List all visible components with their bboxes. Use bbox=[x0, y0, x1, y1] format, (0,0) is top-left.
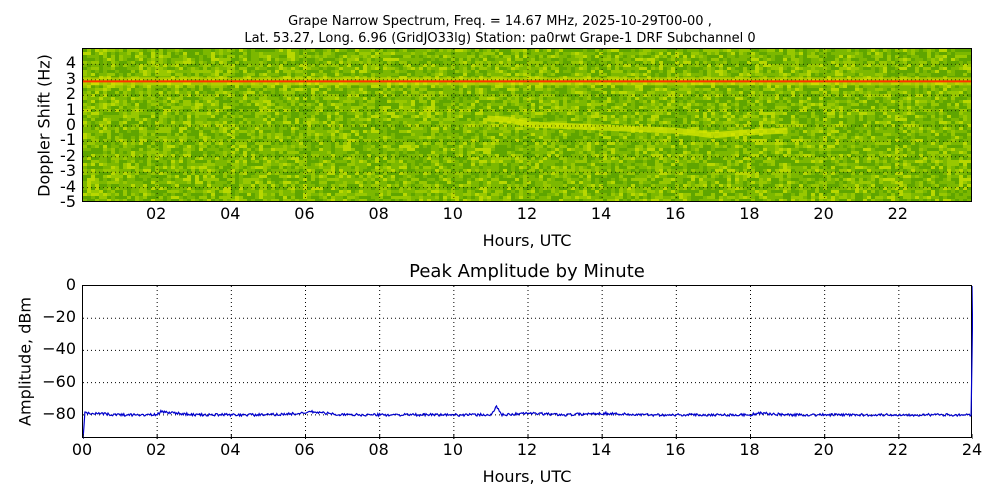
amplitude-xtick: 06 bbox=[294, 440, 315, 459]
amplitude-xtick: 24 bbox=[961, 440, 983, 459]
spectrogram-axes bbox=[82, 48, 972, 202]
spectrogram-plot bbox=[83, 49, 971, 201]
spectrogram-xtick: 10 bbox=[442, 204, 463, 223]
amplitude-xlabel: Hours, UTC bbox=[482, 467, 572, 486]
amplitude-xtick: 02 bbox=[145, 440, 167, 459]
amplitude-xtick: 08 bbox=[368, 440, 389, 459]
spectrogram-ytick: 0 bbox=[65, 115, 76, 134]
amplitude-xtick: 00 bbox=[71, 440, 93, 459]
spectrogram-xtick: 08 bbox=[368, 204, 389, 223]
spectrogram-ylabel: Doppler Shift (Hz) bbox=[34, 54, 54, 197]
amplitude-title: Peak Amplitude by Minute bbox=[409, 261, 645, 282]
amplitude-xtick: 22 bbox=[887, 440, 908, 459]
amplitude-ylabel: Amplitude, dBm bbox=[15, 297, 35, 426]
amplitude-xtick: 20 bbox=[813, 440, 834, 459]
spectrogram-ytick: 1 bbox=[65, 99, 76, 119]
amplitude-xtick: 12 bbox=[516, 440, 538, 459]
spectrogram-ytick: -1 bbox=[60, 130, 76, 150]
spectrogram-xtick: 14 bbox=[590, 204, 612, 223]
amplitude-ytick: −20 bbox=[42, 307, 76, 327]
amplitude-axes bbox=[82, 285, 973, 439]
amplitude-ytick: −80 bbox=[42, 403, 76, 423]
amplitude-ytick: −60 bbox=[42, 371, 76, 391]
spectrogram-ytick: -4 bbox=[60, 176, 76, 196]
chart-title-line1: Grape Narrow Spectrum, Freq. = 14.67 MHz… bbox=[288, 14, 712, 29]
spectrogram-xlabel: Hours, UTC bbox=[482, 231, 572, 250]
spectrogram-ytick: 2 bbox=[65, 84, 76, 104]
spectrogram-xtick: 02 bbox=[145, 204, 167, 223]
spectrogram-xtick: 06 bbox=[294, 204, 315, 223]
chart-title-line2: Lat. 53.27, Long. 6.96 (GridJO33lg) Stat… bbox=[244, 31, 756, 46]
spectrogram-xtick: 12 bbox=[516, 204, 538, 223]
spectrogram-xtick: 04 bbox=[220, 204, 241, 223]
spectrogram-ytick: 4 bbox=[65, 53, 76, 73]
amplitude-xtick: 18 bbox=[739, 440, 760, 459]
spectrogram-xtick: 20 bbox=[813, 204, 834, 223]
amplitude-ytick: 0 bbox=[65, 275, 76, 294]
amplitude-xtick: 16 bbox=[665, 440, 686, 459]
spectrogram-ytick: -2 bbox=[60, 145, 76, 165]
amplitude-xtick: 14 bbox=[590, 440, 612, 459]
amplitude-ytick: −40 bbox=[42, 339, 76, 359]
amplitude-xtick: 10 bbox=[442, 440, 463, 459]
spectrogram-ytick: -5 bbox=[60, 192, 76, 211]
spectrogram-xtick: 22 bbox=[887, 204, 908, 223]
spectrogram-xtick: 18 bbox=[739, 204, 760, 223]
amplitude-xtick: 04 bbox=[220, 440, 241, 459]
spectrogram-ytick: 3 bbox=[65, 68, 76, 88]
spectrogram-ytick: -3 bbox=[60, 161, 76, 181]
amplitude-plot bbox=[83, 286, 973, 439]
spectrogram-xtick: 16 bbox=[665, 204, 686, 223]
